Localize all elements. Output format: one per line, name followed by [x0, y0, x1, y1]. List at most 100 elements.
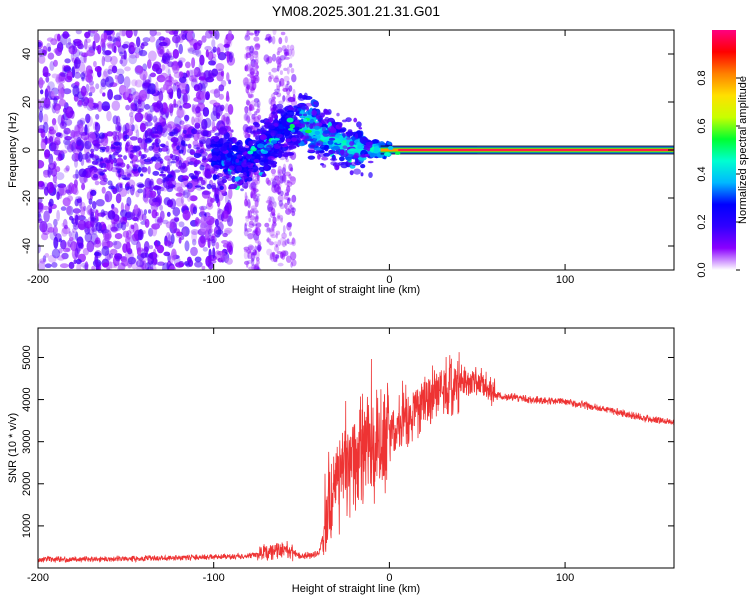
spectrogram-blob — [87, 44, 94, 49]
spectrogram-blob — [271, 35, 276, 45]
spectrogram-blob — [315, 114, 320, 120]
spectrogram-blob — [160, 147, 169, 152]
spectrogram-blob — [275, 244, 278, 248]
spectrogram-blob — [53, 97, 58, 105]
spectrogram-blob — [135, 259, 145, 268]
spectrogram-blob — [193, 159, 201, 165]
spectrogram-blob — [184, 261, 190, 266]
spectrogram-blob — [245, 33, 249, 38]
spectrogram-blob — [121, 221, 127, 231]
spectrogram-blob — [357, 144, 365, 150]
spectrogram-blob — [213, 168, 219, 172]
spectrogram-blob — [111, 100, 121, 111]
snr-x-label: Height of straight line (km) — [292, 583, 420, 595]
spectrogram-blob — [56, 209, 60, 222]
spectrogram-blob — [208, 228, 214, 233]
spectrogram-blob — [152, 170, 160, 176]
spectrogram-blob — [180, 196, 185, 204]
spectrogram-blob — [161, 111, 169, 120]
spectrogram-blob — [163, 197, 171, 206]
spectrogram-blob — [289, 123, 295, 129]
spectrogram-blob — [178, 221, 185, 228]
spectrogram-blob — [103, 32, 108, 41]
spectrogram-blob — [134, 79, 143, 88]
spectrogram-blob — [310, 138, 314, 142]
spectrogram-blob — [297, 94, 306, 101]
spectrogram-blob — [87, 68, 92, 81]
spectrogram-blob — [42, 98, 52, 111]
spectrogram-blob — [213, 135, 220, 142]
spectrogram-blob — [53, 227, 58, 233]
spectrogram-blob — [288, 128, 294, 131]
spectrogram-blob — [176, 87, 182, 100]
spectrogram-blob — [349, 170, 354, 176]
spectrogram-blob — [187, 143, 192, 149]
spectrogram-blob — [87, 103, 94, 108]
spectrogram-blob — [255, 193, 261, 197]
spectrogram-blob — [47, 227, 55, 233]
spectrogram-blob — [113, 151, 119, 156]
spectrogram-blob — [281, 232, 287, 239]
spectrogram-blob — [64, 241, 71, 252]
spectrogram-blob — [252, 230, 255, 236]
spectrogram-blob — [194, 256, 202, 263]
spectrogram-blob — [47, 46, 52, 52]
spectrogram-blob — [87, 131, 96, 143]
spectrogram-blob — [307, 147, 315, 153]
spectrogram-blob — [249, 107, 256, 111]
spectrogram-blob — [80, 131, 90, 141]
spectrogram-blob — [140, 43, 145, 50]
spectrogram-blob — [59, 184, 68, 196]
snr-y-tick-label: 4000 — [21, 387, 33, 411]
spectrogram-blob — [165, 84, 173, 93]
spectrogram-blob — [144, 197, 149, 204]
spectrogram-blob — [119, 30, 128, 37]
spectrogram-blob — [345, 130, 354, 136]
spectrogram-blob — [212, 247, 216, 259]
spectrogram-blob — [71, 131, 78, 138]
spectrogram-blob — [130, 102, 136, 110]
spectrogram-blob — [192, 206, 198, 215]
spectrogram-blob — [189, 75, 195, 82]
spectrogram-blob — [309, 144, 316, 148]
spectrogram-blob — [56, 191, 60, 201]
spectrogram-blob — [245, 126, 253, 133]
spectrogram-blob — [72, 40, 76, 51]
spectrogram-blob — [280, 31, 286, 36]
spectrogram-blob — [248, 245, 253, 251]
spectrogram-blob — [94, 209, 99, 221]
spectrogram-blob — [147, 59, 152, 69]
spectrogram-blob — [161, 64, 166, 71]
spectrogram-blob — [249, 45, 255, 54]
spectrogram-blob — [212, 173, 217, 181]
spectrogram-blob — [207, 196, 213, 208]
spectrogram-blob — [59, 238, 63, 243]
spectrogram-blob — [62, 88, 72, 95]
spectrogram-blob — [211, 39, 216, 48]
spectrogram-blob — [103, 68, 110, 78]
spectrogram-blob — [130, 105, 135, 114]
spectrogram-blob — [284, 153, 288, 160]
spectrogram-blob — [186, 190, 192, 202]
snr-panel: -200 -100 0 100 1000 2000 3000 4000 5000 Height… — [7, 327, 675, 595]
spectrogram-blob — [133, 204, 139, 215]
spectrogram-blob — [186, 31, 193, 41]
spectrogram-blob — [246, 100, 251, 106]
spectrogram-blob — [252, 121, 259, 126]
spectrogram-blob — [266, 226, 271, 232]
spectrogram-blob — [90, 216, 96, 222]
spectrogram-blob — [210, 56, 217, 66]
snr-y-ticks: 1000 2000 3000 4000 5000 — [21, 345, 674, 538]
spectrogram-blob — [50, 38, 58, 46]
spectrogram-blob — [267, 195, 272, 205]
spectrogram-blob — [202, 107, 210, 117]
spectrogram-blob — [103, 55, 113, 63]
spectrogram-blob — [265, 57, 270, 65]
spectrogram-blob — [248, 168, 254, 172]
spectrogram-blob — [58, 149, 68, 154]
spectrogram-blob — [191, 49, 200, 56]
spectrogram-blob — [253, 264, 260, 270]
spectrogram-blob — [280, 217, 283, 223]
spectrogram-blob — [126, 173, 132, 178]
spectrogram-blob — [151, 157, 155, 163]
